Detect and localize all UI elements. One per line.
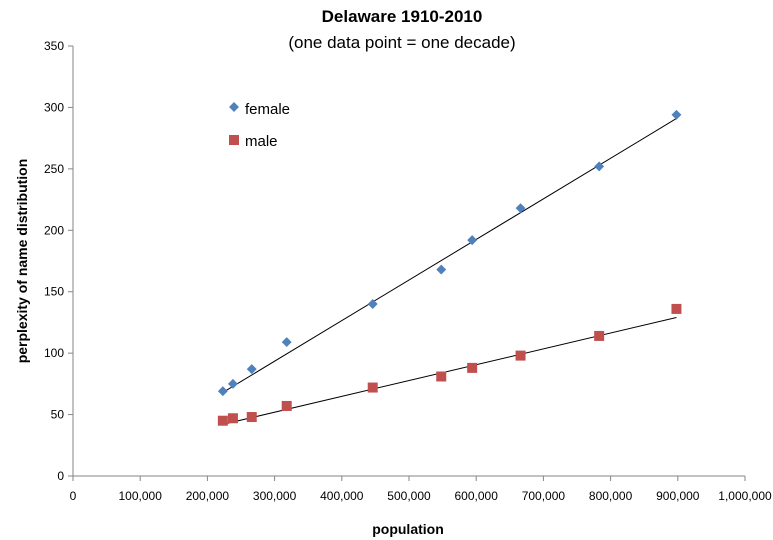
- male-data-point: [281, 400, 292, 411]
- x-tick-label: 1,000,000: [718, 489, 772, 503]
- male-data-point: [217, 415, 228, 426]
- legend-male-label: male: [245, 133, 278, 150]
- male-data-point: [436, 371, 447, 382]
- legend-female-marker: [229, 102, 239, 112]
- data-points: [217, 109, 682, 426]
- x-tick-label: 300,000: [253, 489, 297, 503]
- x-axis-ticks: 0 100,000 200,000 300,000 400,000 500,000 600,…: [70, 476, 772, 503]
- legend-female-label: female: [245, 101, 290, 118]
- y-tick-label: 50: [51, 408, 65, 422]
- male-data-point: [515, 350, 526, 361]
- y-axis-title: perplexity of name distribution: [14, 159, 30, 364]
- female-data-point: [467, 235, 478, 246]
- x-tick-label: 500,000: [387, 489, 431, 503]
- y-tick-label: 200: [44, 223, 64, 237]
- female-data-point: [246, 364, 257, 375]
- y-tick-label: 0: [57, 469, 64, 483]
- y-tick-label: 150: [44, 285, 64, 299]
- x-tick-label: 400,000: [320, 489, 364, 503]
- female-data-point: [515, 203, 526, 214]
- male-data-point: [367, 382, 378, 393]
- x-axis-title: population: [372, 521, 444, 537]
- x-tick-label: 100,000: [119, 489, 163, 503]
- trendlines: [222, 118, 677, 425]
- x-tick-label: 0: [70, 489, 77, 503]
- male-data-point: [467, 362, 478, 373]
- chart-subtitle: (one data point = one decade): [288, 33, 515, 52]
- male-data-point: [594, 330, 605, 341]
- x-tick-label: 200,000: [186, 489, 230, 503]
- x-tick-label: 900,000: [656, 489, 700, 503]
- x-tick-label: 600,000: [455, 489, 499, 503]
- y-axis-ticks: 0 50 100 150 200 250 300 350: [44, 39, 73, 483]
- legend: female male: [229, 101, 290, 150]
- x-tick-label: 800,000: [589, 489, 633, 503]
- male-data-point: [671, 303, 682, 314]
- female-data-point: [436, 264, 447, 275]
- x-tick-label: 700,000: [522, 489, 566, 503]
- male-data-point: [246, 412, 257, 423]
- female-data-point: [217, 386, 228, 397]
- y-tick-label: 100: [44, 346, 64, 360]
- male-data-point: [227, 413, 238, 424]
- female-data-point: [594, 161, 605, 172]
- female-data-point: [367, 299, 378, 309]
- female-data-point: [671, 109, 682, 120]
- y-tick-label: 250: [44, 162, 64, 176]
- female-trendline: [222, 118, 677, 393]
- female-data-point: [227, 378, 238, 389]
- female-data-point: [281, 337, 292, 348]
- legend-male-marker: [229, 135, 239, 145]
- y-tick-label: 350: [44, 39, 64, 53]
- y-tick-label: 300: [44, 100, 64, 114]
- plot-area: 0 50 100 150 200 250 300 350 0 100,000 200,000 300…: [44, 39, 772, 503]
- chart-title: Delaware 1910-2010: [322, 7, 483, 26]
